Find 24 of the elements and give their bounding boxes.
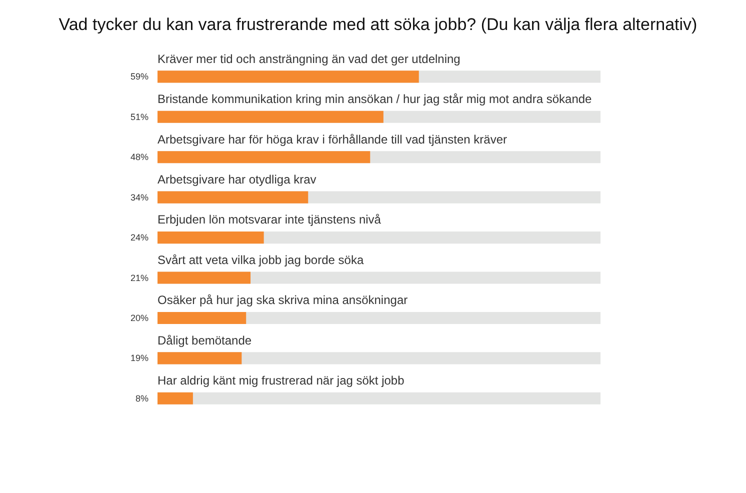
data-label: 20%: [130, 312, 148, 323]
y-tick-label: Kräver mer tid och ansträngning än vad det ger utdelning: [158, 52, 460, 66]
bar: [158, 232, 264, 244]
y-tick-label: Bristande kommunikation kring min ansökan / hur jag står mig mot andra sökande: [158, 92, 592, 106]
data-label: 21%: [130, 272, 148, 283]
bar: [158, 352, 242, 364]
data-label: 8%: [135, 393, 149, 404]
y-tick-label: Arbetsgivare har för höga krav i förhållande till vad tjänsten kräver: [158, 132, 508, 146]
data-label: 19%: [130, 353, 148, 364]
y-tick-label: Erbjuden lön motsvarar inte tjänstens nivå: [158, 212, 382, 227]
y-tick-label: Har aldrig känt mig frustrerad när jag sökt jobb: [158, 374, 405, 388]
y-tick-label: Osäker på hur jag ska skriva mina ansökningar: [158, 293, 408, 308]
data-label: 48%: [130, 152, 148, 162]
y-tick-label: Dåligt bemötande: [158, 333, 252, 348]
chart-title: Vad tycker du kan vara frustrerande med att söka jobb? (Du kan välja flera alternativ): [58, 14, 698, 36]
data-label: 24%: [130, 232, 148, 243]
y-tick-label: Arbetsgivare har otydliga krav: [158, 172, 316, 186]
data-label: 34%: [130, 192, 148, 202]
y-tick-label: Svårt att veta vilka jobb jag borde söka: [158, 252, 364, 267]
bar: [158, 392, 193, 404]
data-label: 51%: [130, 112, 148, 122]
data-label: 59%: [130, 72, 148, 82]
bar: [158, 272, 251, 284]
bar: [158, 312, 246, 324]
